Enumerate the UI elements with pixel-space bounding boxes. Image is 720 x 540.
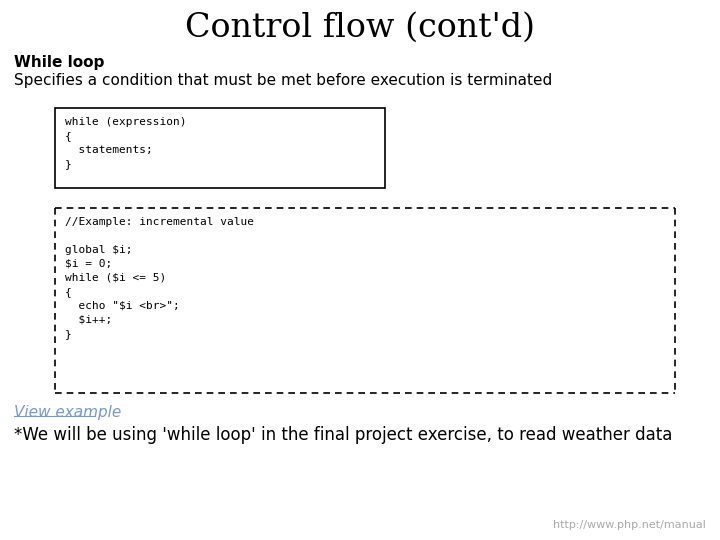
Text: Control flow (cont'd): Control flow (cont'd) xyxy=(185,12,535,44)
Text: }: } xyxy=(65,159,72,169)
Text: echo "$i <br>";: echo "$i <br>"; xyxy=(65,301,180,311)
Text: global $i;: global $i; xyxy=(65,245,132,255)
Text: $i = 0;: $i = 0; xyxy=(65,259,112,269)
Text: {: { xyxy=(65,131,72,141)
Text: Specifies a condition that must be met before execution is terminated: Specifies a condition that must be met b… xyxy=(14,72,552,87)
Text: //Example: incremental value: //Example: incremental value xyxy=(65,217,254,227)
Text: statements;: statements; xyxy=(65,145,153,155)
Text: View example: View example xyxy=(14,406,121,421)
Text: http://www.php.net/manual: http://www.php.net/manual xyxy=(553,520,706,530)
Text: $i++;: $i++; xyxy=(65,315,112,325)
Text: *We will be using 'while loop' in the final project exercise, to read weather da: *We will be using 'while loop' in the fi… xyxy=(14,426,672,444)
Text: while (expression): while (expression) xyxy=(65,117,186,127)
Text: while ($i <= 5): while ($i <= 5) xyxy=(65,273,166,283)
Text: }: } xyxy=(65,329,72,339)
Text: {: { xyxy=(65,287,72,297)
Text: While loop: While loop xyxy=(14,56,104,71)
FancyBboxPatch shape xyxy=(55,108,385,188)
FancyBboxPatch shape xyxy=(55,208,675,393)
